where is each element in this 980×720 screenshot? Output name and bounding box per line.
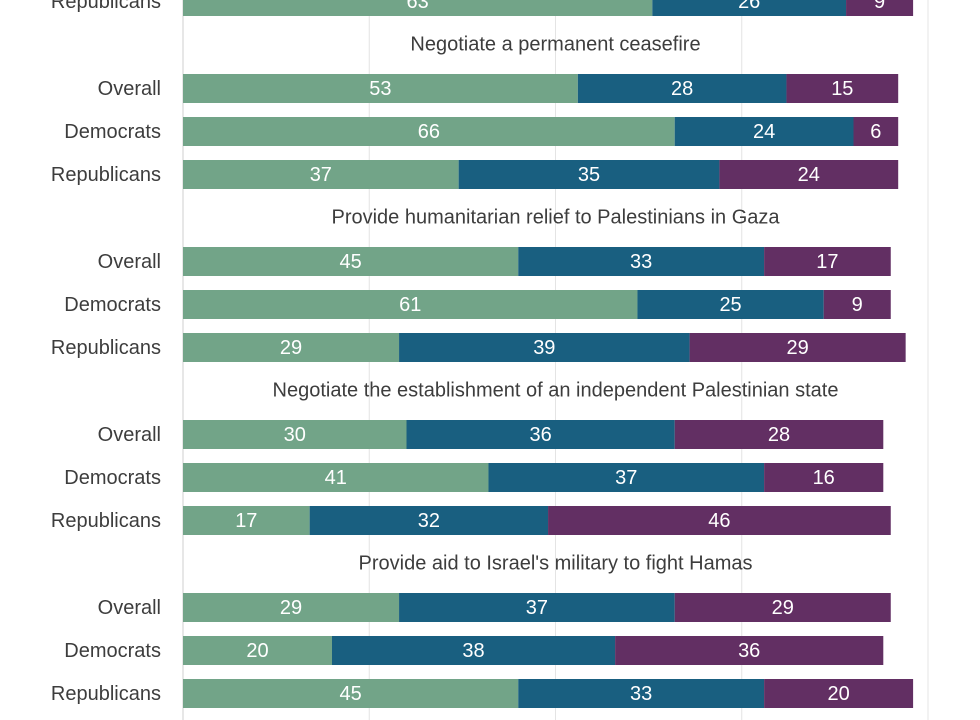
data-label: 39 xyxy=(533,337,555,359)
row-label: Republicans xyxy=(51,337,161,359)
bar-segment xyxy=(399,333,690,362)
bar-segment xyxy=(183,333,400,362)
data-label: 36 xyxy=(738,640,760,662)
data-label: 28 xyxy=(671,78,693,100)
data-label: 61 xyxy=(399,294,421,316)
row-label: Overall xyxy=(98,424,161,446)
bar-segment xyxy=(183,0,653,16)
group-title: Negotiate a permanent ceasefire xyxy=(410,33,700,55)
data-label: 36 xyxy=(529,424,551,446)
data-label: 33 xyxy=(630,683,652,705)
data-label: 9 xyxy=(874,0,885,13)
group-title: Provide aid to Israel's military to figh… xyxy=(359,552,753,574)
bars xyxy=(183,0,914,708)
bar-segment xyxy=(548,506,891,535)
row-label: Democrats xyxy=(64,467,161,489)
data-label: 29 xyxy=(280,597,302,619)
row-label: Republicans xyxy=(51,164,161,186)
data-label: 46 xyxy=(708,510,730,532)
data-label: 53 xyxy=(369,78,391,100)
bar-segment xyxy=(518,679,765,708)
data-label: 17 xyxy=(235,510,257,532)
bar-segment xyxy=(853,117,899,146)
data-label: 25 xyxy=(719,294,741,316)
bar-segment xyxy=(183,636,332,665)
data-label: 37 xyxy=(310,164,332,186)
bar-segment xyxy=(309,506,549,535)
bar-segment xyxy=(823,290,891,319)
bar-segment xyxy=(518,247,765,276)
data-label: 6 xyxy=(870,121,881,143)
data-label: 29 xyxy=(280,337,302,359)
bar-segment xyxy=(786,74,899,103)
data-label: 41 xyxy=(325,467,347,489)
data-label: 26 xyxy=(738,0,760,13)
bar-segment xyxy=(764,463,884,492)
bar-segment xyxy=(183,290,638,319)
group-title: Negotiate the establishment of an indepe… xyxy=(273,379,839,401)
data-label: 33 xyxy=(630,251,652,273)
data-label: 32 xyxy=(418,510,440,532)
bar-segment xyxy=(488,463,765,492)
bar-segment xyxy=(399,593,675,622)
data-label: 66 xyxy=(418,121,440,143)
bar-segment xyxy=(652,0,847,16)
row-label: Democrats xyxy=(64,121,161,143)
data-label: 37 xyxy=(526,597,548,619)
bar-segment xyxy=(637,290,824,319)
bar-segment xyxy=(689,333,906,362)
data-label: 20 xyxy=(246,640,268,662)
bar-segment xyxy=(183,463,489,492)
data-label: 29 xyxy=(787,337,809,359)
data-label: 17 xyxy=(816,251,838,273)
data-label: 29 xyxy=(772,597,794,619)
data-label: 63 xyxy=(407,0,429,13)
bar-segment xyxy=(764,679,914,708)
bar-segment xyxy=(846,0,914,16)
data-label: 24 xyxy=(753,121,775,143)
data-label: 16 xyxy=(813,467,835,489)
bar-segment xyxy=(183,117,675,146)
data-label: 20 xyxy=(827,683,849,705)
data-label: 24 xyxy=(798,164,820,186)
bar-segment xyxy=(615,636,884,665)
bar-segment xyxy=(674,593,891,622)
data-label: 37 xyxy=(615,467,637,489)
bar-segment xyxy=(332,636,616,665)
data-label: 30 xyxy=(284,424,306,446)
data-label: 45 xyxy=(340,683,362,705)
bar-segment xyxy=(183,420,407,449)
labels: Republicans 63 26 9 Negotiate a permanent ce… xyxy=(51,0,885,705)
bar-segment xyxy=(764,247,891,276)
bar-segment xyxy=(406,420,675,449)
row-label: Republicans xyxy=(51,683,161,705)
bar-segment xyxy=(183,74,578,103)
group-title: Provide humanitarian relief to Palestini… xyxy=(331,206,780,228)
bar-segment xyxy=(183,247,519,276)
row-label: Republicans xyxy=(51,510,161,532)
row-label: Overall xyxy=(98,597,161,619)
row-label: Overall xyxy=(98,78,161,100)
bar-segment xyxy=(183,679,519,708)
row-label: Democrats xyxy=(64,294,161,316)
data-label: 9 xyxy=(852,294,863,316)
data-label: 45 xyxy=(340,251,362,273)
bar-segment xyxy=(183,593,400,622)
row-label: Democrats xyxy=(64,640,161,662)
data-label: 15 xyxy=(831,78,853,100)
row-label: Overall xyxy=(98,251,161,273)
row-label: Republicans xyxy=(51,0,161,13)
bar-segment xyxy=(458,160,720,189)
data-label: 28 xyxy=(768,424,790,446)
bar-segment xyxy=(719,160,899,189)
data-label: 38 xyxy=(462,640,484,662)
bar-segment xyxy=(674,117,854,146)
bar-segment xyxy=(183,160,459,189)
bar-segment xyxy=(183,506,310,535)
data-label: 35 xyxy=(578,164,600,186)
bar-segment xyxy=(674,420,884,449)
bar-segment xyxy=(577,74,787,103)
